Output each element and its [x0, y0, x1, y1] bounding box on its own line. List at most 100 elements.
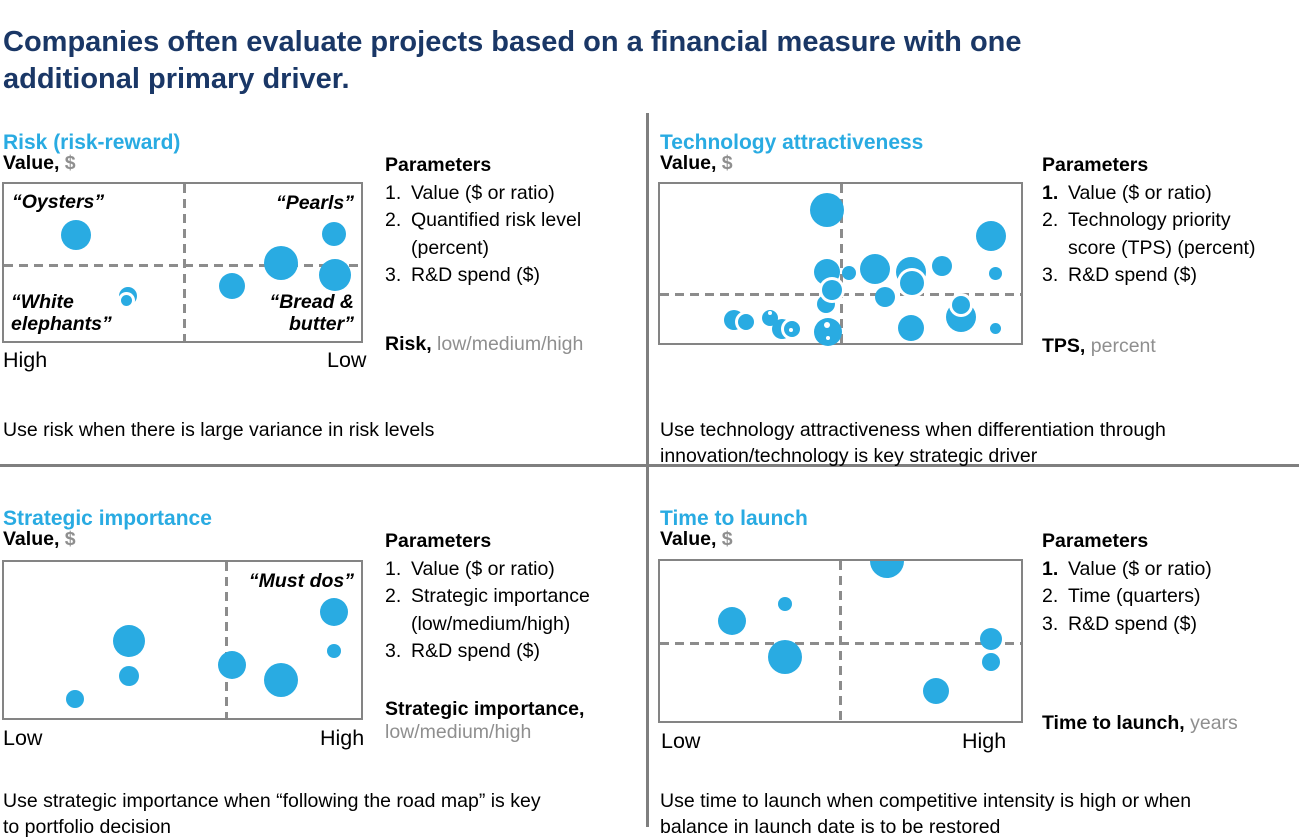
measure-unit: years — [1190, 712, 1238, 734]
project-bubble — [264, 245, 299, 280]
parameter-number: 1. — [1042, 181, 1059, 204]
project-bubble — [320, 597, 349, 626]
measure-label: Time to launch, years — [1042, 712, 1299, 735]
dashed-divider-vertical — [840, 184, 844, 343]
quadrant-label: “Bread & butter” — [269, 291, 354, 335]
parameter-text: Technology priority score (TPS) (percent… — [1068, 209, 1256, 259]
slide-title: Companies often evaluate projects based … — [3, 26, 1022, 96]
time-to-launch-bubble-chart — [658, 559, 1023, 723]
panel-heading: Time to launch — [660, 507, 808, 531]
measure-label: Risk, low/medium/high — [385, 333, 645, 356]
parameter-text: R&D spend ($) — [411, 264, 540, 286]
parameter-text: Value ($ or ratio) — [411, 181, 555, 204]
dashed-divider-vertical — [183, 184, 187, 341]
x-axis-right-label: High — [320, 726, 365, 750]
parameters-title: Parameters — [1042, 154, 1149, 176]
project-bubble — [784, 321, 801, 338]
project-bubble — [841, 265, 856, 280]
row-divider-line — [0, 464, 1299, 467]
y-axis-label: Value, $ — [3, 528, 76, 551]
x-axis-left-label: Low — [3, 726, 43, 750]
parameter-item: 2. Quantified risk level (percent) — [385, 207, 643, 262]
parameter-number: 3. — [385, 640, 402, 662]
quadrant-label: “Must dos” — [248, 570, 354, 592]
project-bubble — [319, 258, 352, 291]
measure-name: TPS, — [1042, 335, 1086, 357]
y-axis-unit: $ — [64, 528, 76, 550]
measure-label: Strategic importance, low/medium/high — [385, 698, 649, 744]
dashed-divider-horizontal — [4, 263, 361, 267]
parameter-text: Strategic importance (low/medium/high) — [411, 585, 590, 635]
bubble-inner-dot — [826, 336, 831, 341]
parameters-list: Parameters 1. Value ($ or ratio) 2. Strateg… — [385, 528, 643, 666]
x-axis-right-label: High — [962, 729, 1007, 753]
y-axis-unit: $ — [721, 152, 733, 174]
parameter-text: R&D spend ($) — [1068, 264, 1197, 286]
panel-caption: Use strategic importance when “following… — [3, 789, 541, 838]
project-bubble — [118, 666, 139, 687]
project-bubble — [219, 273, 246, 300]
y-axis-label-text: Value, — [660, 152, 717, 174]
project-bubble — [951, 295, 970, 314]
panel-caption: Use technology attractiveness when diffe… — [660, 418, 1166, 467]
parameters-title: Parameters — [385, 530, 492, 552]
bubble-inner-dot — [789, 328, 794, 333]
measure-unit: low/medium/high — [385, 721, 532, 743]
parameter-number: 2. — [385, 209, 402, 231]
measure-label: TPS, percent — [1042, 335, 1299, 358]
parameters-list: Parameters 1. Value ($ or ratio) 2. Technol… — [1042, 152, 1299, 290]
parameter-number: 3. — [385, 264, 402, 286]
y-axis-unit: $ — [721, 528, 733, 550]
x-axis-left-label: High — [3, 348, 48, 372]
risk-bubble-chart: “Oysters” “Pearls” “White elephants” “Bread… — [2, 182, 363, 343]
project-bubble — [66, 689, 85, 708]
y-axis-label-text: Value, — [3, 152, 60, 174]
parameter-item: 2. Strategic importance (low/medium/high) — [385, 583, 643, 638]
project-bubble — [980, 628, 1003, 651]
project-bubble — [982, 653, 1001, 672]
y-axis-label-text: Value, — [660, 528, 717, 550]
project-bubble — [874, 287, 895, 308]
panel-heading: Risk (risk-reward) — [3, 131, 181, 155]
strategic-importance-bubble-chart: “Must dos” — [2, 560, 363, 720]
project-bubble — [737, 314, 754, 331]
parameter-number: 3. — [1042, 612, 1059, 635]
parameter-item: 2. Technology priority score (TPS) (perce… — [1042, 207, 1299, 262]
panel-heading: Strategic importance — [3, 507, 212, 531]
quadrant-label: “Pearls” — [275, 192, 354, 214]
x-axis-left-label: Low — [661, 729, 701, 753]
technology-bubble-chart — [658, 182, 1023, 347]
parameter-item: 2. Time (quarters) — [1042, 583, 1299, 611]
dashed-divider-vertical — [839, 561, 843, 721]
parameter-item: 1. Value ($ or ratio) — [1042, 556, 1299, 584]
project-bubble — [777, 596, 792, 611]
y-axis-unit: $ — [64, 152, 76, 174]
parameter-number: 3. — [1042, 264, 1059, 286]
parameter-number: 2. — [385, 585, 402, 607]
column-divider-line — [646, 113, 649, 827]
parameters-title: Parameters — [385, 154, 492, 176]
parameter-text: R&D spend ($) — [1068, 612, 1197, 635]
measure-name: Risk, — [385, 333, 432, 355]
quadrant-label: “Oysters” — [12, 191, 105, 213]
project-bubble — [822, 280, 843, 301]
measure-name: Time to launch, — [1042, 712, 1185, 734]
parameter-number: 2. — [1042, 209, 1059, 231]
project-bubble — [859, 253, 890, 284]
bubble-inner-dot — [824, 322, 831, 329]
parameter-number: 2. — [1042, 585, 1059, 607]
project-bubble — [989, 267, 1003, 281]
parameter-item: 3. R&D spend ($) — [385, 638, 643, 666]
project-bubble — [327, 643, 342, 658]
parameter-number: 1. — [385, 181, 402, 204]
parameters-title: Parameters — [1042, 530, 1149, 552]
project-bubble — [976, 220, 1007, 251]
project-bubble — [322, 221, 347, 246]
parameter-text: Value ($ or ratio) — [1068, 181, 1212, 204]
measure-unit: low/medium/high — [437, 333, 584, 355]
parameter-item: 3. R&D spend ($) — [1042, 262, 1299, 290]
measure-unit: percent — [1090, 335, 1156, 357]
project-bubble — [900, 270, 925, 295]
dashed-divider-vertical — [224, 562, 228, 718]
dashed-divider-horizontal — [660, 642, 1021, 646]
